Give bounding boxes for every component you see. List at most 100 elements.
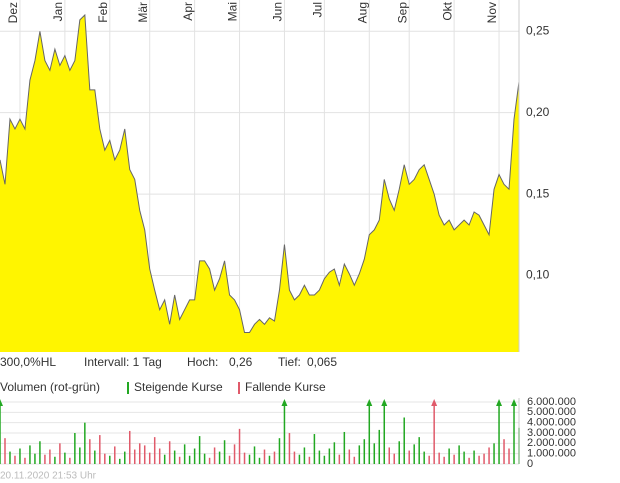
volume-bar [323,455,326,464]
volume-bar [168,441,171,464]
x-tick-label: Jul [311,2,325,17]
high-value: 0,26 [229,355,253,369]
volume-bar [423,451,425,464]
volume-bar [373,443,376,464]
volume-bar [238,428,241,464]
volume-bar [503,439,505,464]
volume-bar [148,452,151,464]
volume-bar [263,449,266,464]
x-tick-label: Mär [136,2,150,23]
volume-bar [478,455,480,464]
overflow-arrow [281,399,288,406]
x-tick-label: Jan [51,2,65,21]
volume-bar [368,402,371,464]
volume-bar [493,443,495,464]
overflow-arrow [496,399,503,406]
volume-bar [64,452,66,464]
volume-bar [124,451,126,464]
overflow-arrow [0,399,3,406]
volume-bar [253,446,256,464]
volume-bar [488,447,490,464]
y-tick-label: 3.000.000 [527,427,576,439]
volume-bar [0,402,1,464]
volume-bar [213,447,216,464]
volume-bar [448,448,450,464]
legend-swatch [127,382,129,394]
volume-bar [433,402,435,464]
volume-bar [158,448,161,464]
x-tick-label: Feb [96,2,110,23]
x-tick-label: Okt [440,1,454,20]
volume-bar [313,434,316,464]
volume-bar [14,455,16,464]
volume-bar [453,454,455,464]
volume-bar [363,439,366,464]
volume-bar [258,457,261,464]
x-tick-label: Nov [485,2,499,23]
volume-bar [178,456,181,464]
volume-bar [463,451,465,464]
y-tick-label: 0,25 [526,23,550,37]
volume-bar [338,454,341,464]
volume-bar [388,447,390,464]
volume-bar [348,449,351,464]
volume-bar [228,455,231,464]
volume-bar [438,452,440,464]
volume-bar [343,431,346,464]
timestamp: 20.11.2020 21:53 Uhr [0,471,97,482]
overflow-arrow [381,399,388,406]
volume-bar [153,437,156,464]
volume-bar [483,453,485,464]
volume-bar [268,455,271,464]
y-tick-label: 6.000.000 [527,396,576,408]
x-tick-label: Mai [226,2,240,21]
volume-bar [89,439,91,464]
volume-bar [383,402,386,464]
volume-bar [333,442,336,464]
volume-bar [218,451,221,464]
volume-bar [143,445,146,464]
volume-bar [74,433,76,464]
high-label: Hoch: [187,355,218,369]
x-tick-label: Apr [181,2,195,21]
volume-bar [44,454,46,464]
volume-bar [418,437,420,464]
interval-info: Intervall: 1 Tag [84,355,162,369]
volume-bar [443,456,445,464]
legend-swatch [238,382,240,394]
y-tick-label: 2.000.000 [527,437,576,449]
volume-bar [308,456,311,464]
volume-bar [104,453,106,464]
volume-bar [298,454,301,464]
y-tick-label: 4.000.000 [527,417,576,429]
y-tick-label: 0,15 [526,186,550,200]
volume-bar [59,443,61,464]
legend-label: Fallende Kurse [245,380,326,394]
volume-bar [248,454,251,464]
price-line [0,13,520,333]
volume-bar [19,448,21,464]
volume-bar [84,422,86,464]
volume-bar [513,402,515,464]
y-tick-label: 0,10 [526,268,550,282]
volume-bar [318,450,321,464]
volume-bar [79,447,81,464]
volume-bar [303,447,306,464]
volume-bar [188,455,191,464]
volume-bar [94,450,96,464]
volume-bar [428,455,430,464]
volume-bar [243,452,246,464]
volume-bar [273,451,276,464]
volume-bar [138,443,141,464]
volume-bar [233,444,236,464]
volume-bar [198,436,201,464]
x-tick-label: Aug [355,2,369,23]
y-tick-label: 5.000.000 [527,406,576,418]
y-tick-label: 0 [527,458,533,470]
volume-bar [408,450,410,464]
volume-bar [29,445,31,464]
volume-bar [413,444,415,464]
volume-bar [468,457,470,464]
volume-bar [328,448,331,464]
